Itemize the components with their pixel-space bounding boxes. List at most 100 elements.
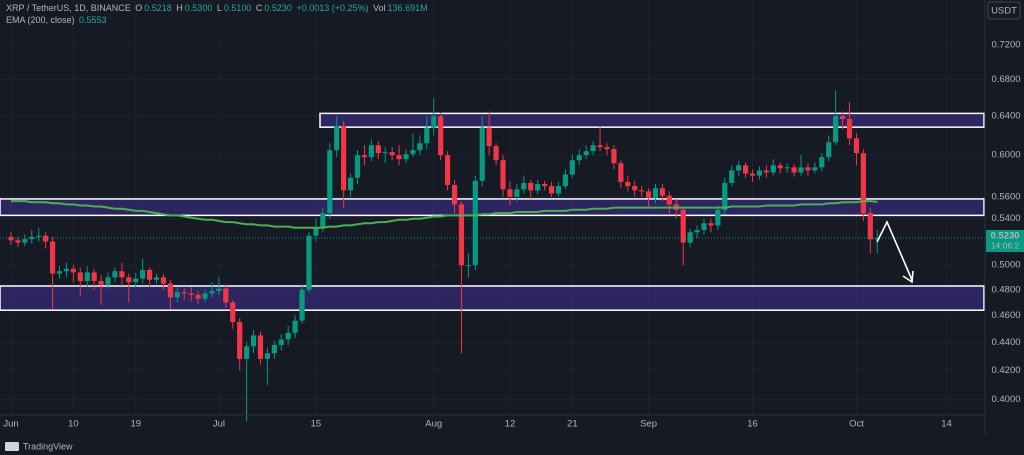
y-tick-label: 0.7200: [991, 40, 1020, 51]
candle-body: [285, 332, 291, 340]
x-tick-label: 16: [747, 419, 758, 430]
candle-body: [562, 174, 568, 187]
zone: [0, 285, 985, 311]
candle-body: [417, 143, 423, 151]
candle-body: [770, 165, 776, 173]
candle-body: [860, 153, 866, 214]
candle-body: [299, 289, 305, 321]
candle-body: [195, 294, 201, 299]
x-tick-label: 14: [941, 419, 952, 430]
candle-body: [119, 271, 125, 278]
candle-body: [555, 186, 562, 194]
x-tick-label: Jul: [213, 419, 225, 430]
candle-body: [389, 152, 395, 156]
candle-body: [84, 272, 90, 282]
volume: 136.691M: [387, 3, 428, 13]
candle-body: [250, 335, 257, 347]
y-tick-label: 0.4200: [991, 365, 1020, 376]
candle-body: [611, 149, 617, 164]
candle-body: [341, 125, 347, 191]
candle-body: [292, 320, 298, 333]
candle-body: [216, 288, 222, 292]
candle-body: [368, 145, 374, 158]
candle-body: [15, 240, 21, 243]
candle-body: [458, 204, 465, 266]
arrow-head: [902, 270, 914, 284]
price-tag: [986, 230, 1024, 253]
open-label: O: [135, 3, 143, 13]
y-tick-label: 0.5400: [991, 213, 1020, 224]
candle-body: [444, 155, 451, 186]
candle-body: [486, 127, 492, 147]
candle-body: [133, 278, 139, 283]
candle-body: [271, 344, 277, 354]
candle-body: [701, 223, 707, 230]
price-tag-value: 0.5230: [990, 231, 1019, 242]
candle-body: [202, 293, 208, 299]
arrow: [876, 220, 913, 281]
ema-legend-row: EMA (200, close) 0.5553: [6, 15, 109, 25]
volume-label: Vol: [373, 3, 386, 13]
y-tick-label: 0.5600: [991, 191, 1020, 202]
candle-body: [43, 235, 49, 242]
ema-line: [11, 200, 878, 229]
x-tick-label: Aug: [425, 419, 442, 430]
candle-body: [542, 183, 548, 187]
x-tick-label: Jun: [3, 419, 18, 430]
y-tick-label: 0.6400: [991, 111, 1020, 122]
candle-body: [791, 167, 797, 173]
candle-body: [521, 182, 527, 190]
zone: [0, 198, 985, 217]
candle-body: [548, 186, 555, 194]
ema-label: EMA (200, close): [6, 15, 75, 25]
candle-body: [708, 223, 714, 226]
candle-body: [22, 239, 28, 243]
high: 0.5300: [184, 3, 213, 13]
candle-body: [126, 277, 132, 283]
candle-body: [812, 167, 818, 171]
low: 0.5100: [223, 3, 252, 13]
candle-body: [327, 150, 333, 214]
candle-body: [313, 227, 319, 236]
candle-body: [500, 160, 506, 190]
candle-body: [659, 188, 666, 196]
candle-body: [666, 195, 672, 205]
candle-body: [784, 167, 790, 169]
candle-body: [237, 322, 243, 359]
candle-body: [590, 145, 596, 152]
y-tick-label: 0.5000: [991, 260, 1020, 271]
x-tick-label: 12: [505, 419, 516, 430]
candle-body: [174, 292, 180, 298]
candle-body: [320, 213, 326, 228]
candle-body: [846, 119, 853, 139]
candle-body: [306, 235, 312, 290]
y-tick-label: 0.4800: [991, 284, 1020, 295]
currency-box[interactable]: [987, 1, 1021, 20]
candle-body: [874, 238, 880, 240]
candle-body: [49, 241, 56, 274]
candle-body: [687, 232, 693, 243]
candle-body: [91, 272, 97, 282]
candle-body: [77, 272, 83, 282]
candle-body: [147, 269, 153, 280]
candle-body: [763, 170, 769, 173]
candle-body: [354, 155, 361, 178]
candle-body: [396, 155, 402, 160]
candle-body: [777, 165, 783, 169]
candle-body: [465, 265, 471, 267]
candle-body: [153, 277, 160, 280]
y-tick-label: 0.6800: [991, 74, 1020, 85]
brand: TradingView: [23, 441, 73, 451]
low-label: L: [216, 3, 222, 13]
candle-body: [29, 236, 35, 240]
candle-body: [56, 271, 63, 274]
price-tag-countdown: 14:06:2: [991, 240, 1020, 250]
candle-body: [98, 281, 104, 285]
candle-body: [167, 283, 173, 298]
candle-body: [472, 180, 478, 266]
candle-body: [528, 182, 534, 191]
candle-body: [140, 269, 146, 279]
candle-body: [361, 155, 368, 158]
candle-body: [63, 268, 70, 272]
